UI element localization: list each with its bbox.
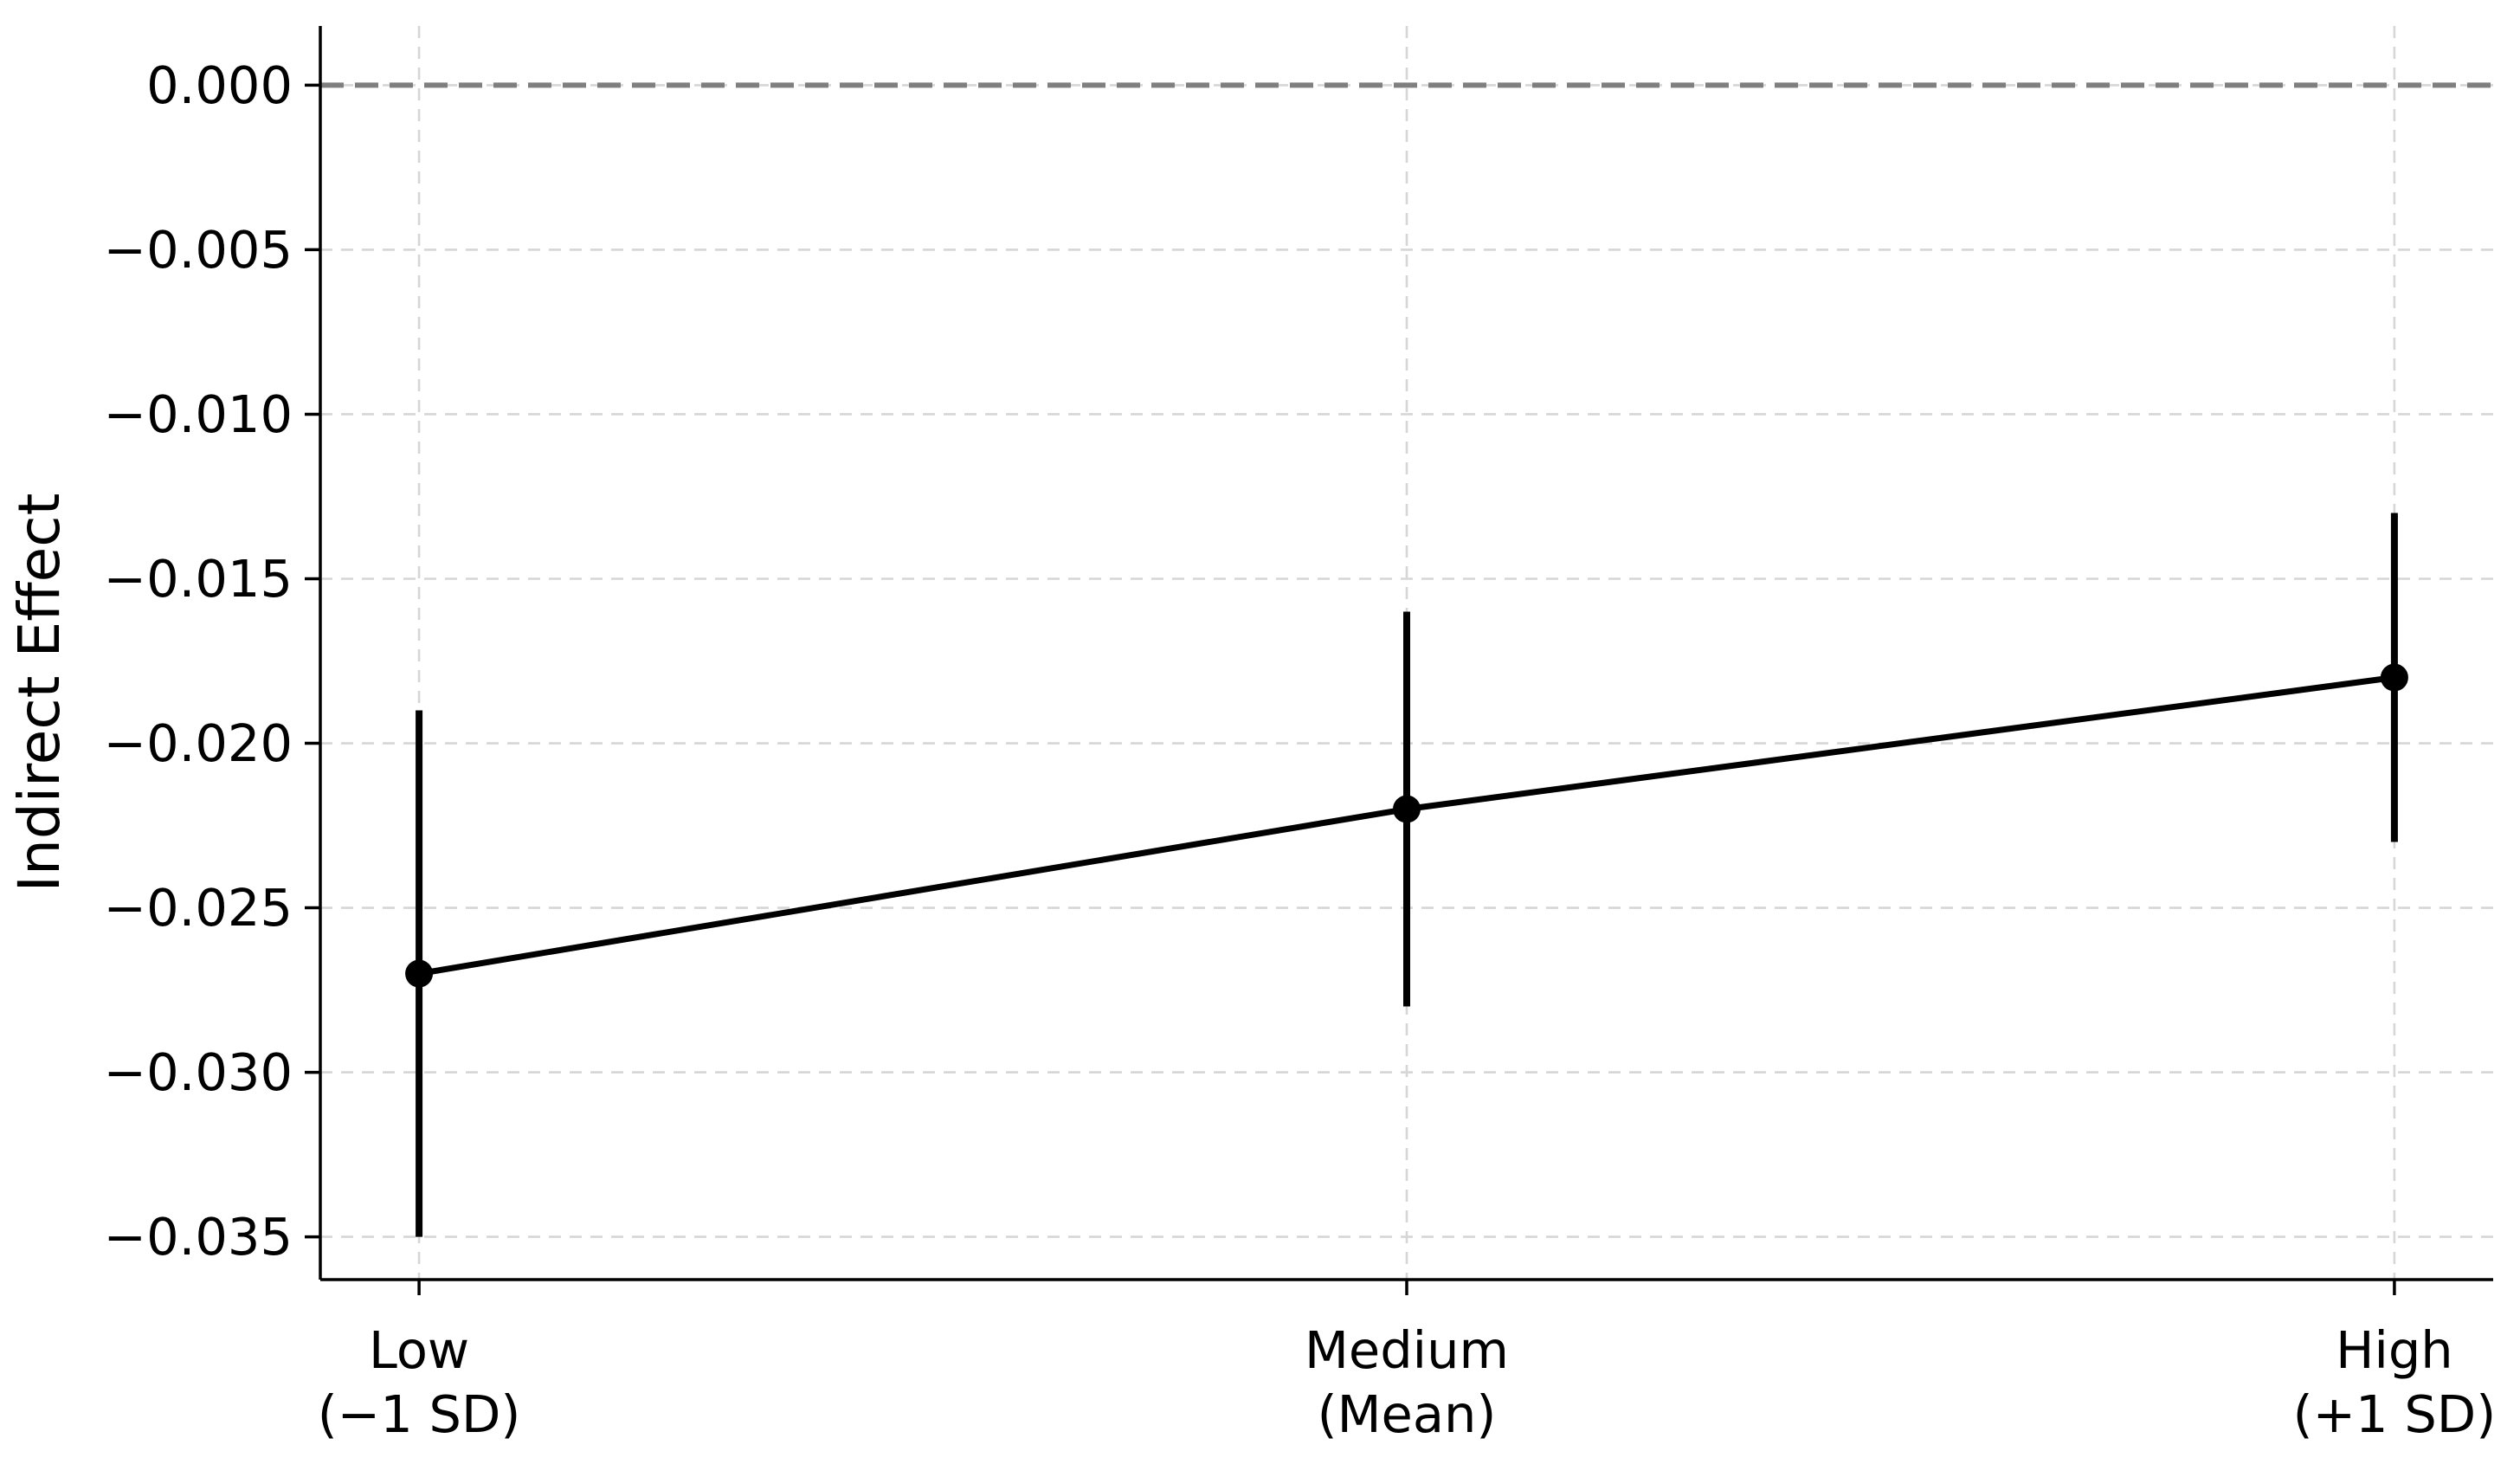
y-tick-label: −0.020 — [104, 713, 293, 773]
point-marker — [2380, 663, 2408, 692]
point-marker — [1393, 795, 1421, 823]
y-axis-label: Indirect Effect — [6, 493, 73, 893]
y-tick-label: −0.035 — [104, 1207, 293, 1267]
y-tick-label: −0.005 — [104, 220, 293, 280]
y-tick-label: 0.000 — [146, 55, 293, 115]
axes-layer: 0.000 −0.005 −0.010 −0.015 −0.020 −0.025 −0.03… — [104, 26, 2497, 1444]
x-tick-label: Low — [369, 1320, 469, 1380]
point-marker — [405, 959, 434, 988]
x-tick-label: Medium — [1305, 1320, 1509, 1380]
data-layer — [405, 513, 2408, 1237]
y-tick-label: −0.030 — [104, 1042, 293, 1102]
x-tick-label-subline: (+1 SD) — [2293, 1384, 2497, 1444]
y-tick-label: −0.015 — [104, 549, 293, 609]
x-tick-label: High — [2336, 1320, 2453, 1380]
y-tick-label: −0.010 — [104, 384, 293, 444]
y-tick-label: −0.025 — [104, 878, 293, 938]
x-tick-label-subline: (Mean) — [1318, 1384, 1497, 1444]
x-tick-label-subline: (−1 SD) — [318, 1384, 521, 1444]
